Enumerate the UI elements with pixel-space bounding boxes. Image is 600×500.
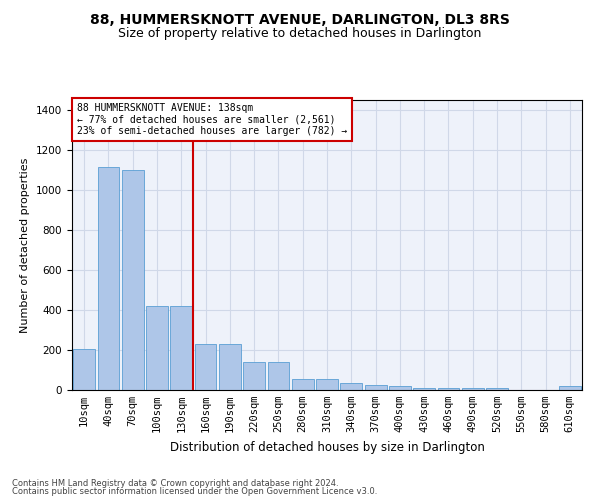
Bar — [462, 388, 484, 390]
Bar — [389, 386, 411, 390]
Bar — [243, 362, 265, 390]
Bar — [146, 306, 168, 390]
Text: Contains public sector information licensed under the Open Government Licence v3: Contains public sector information licen… — [12, 487, 377, 496]
Text: 88, HUMMERSKNOTT AVENUE, DARLINGTON, DL3 8RS: 88, HUMMERSKNOTT AVENUE, DARLINGTON, DL3… — [90, 12, 510, 26]
Bar — [268, 362, 289, 390]
Text: 88 HUMMERSKNOTT AVENUE: 138sqm
← 77% of detached houses are smaller (2,561)
23% : 88 HUMMERSKNOTT AVENUE: 138sqm ← 77% of … — [77, 103, 347, 136]
Bar — [97, 167, 119, 390]
Bar — [194, 344, 217, 390]
Text: Contains HM Land Registry data © Crown copyright and database right 2024.: Contains HM Land Registry data © Crown c… — [12, 478, 338, 488]
Bar — [122, 170, 143, 390]
Bar — [437, 388, 460, 390]
Bar — [292, 379, 314, 390]
Text: Size of property relative to detached houses in Darlington: Size of property relative to detached ho… — [118, 28, 482, 40]
Bar — [559, 386, 581, 390]
Bar — [73, 349, 95, 390]
Bar — [316, 379, 338, 390]
Bar — [486, 388, 508, 390]
Bar — [340, 383, 362, 390]
Bar — [365, 385, 386, 390]
Bar — [170, 306, 192, 390]
X-axis label: Distribution of detached houses by size in Darlington: Distribution of detached houses by size … — [170, 440, 484, 454]
Bar — [219, 344, 241, 390]
Y-axis label: Number of detached properties: Number of detached properties — [20, 158, 31, 332]
Bar — [413, 388, 435, 390]
